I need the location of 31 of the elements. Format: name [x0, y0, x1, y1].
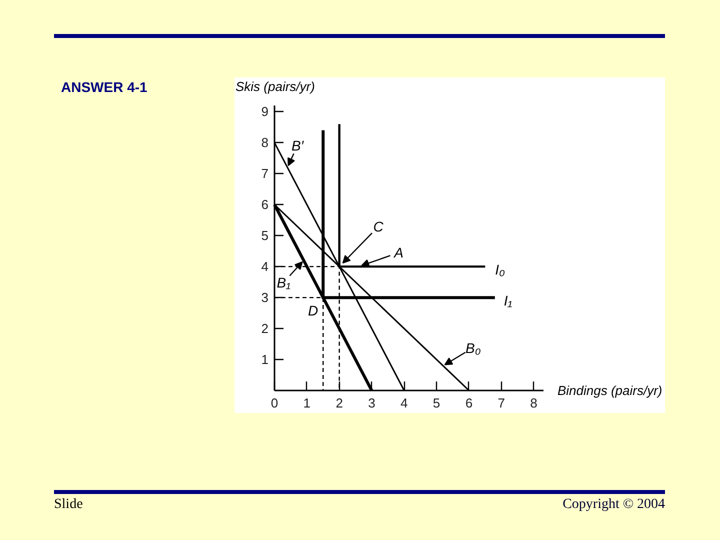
x-axis-title: Bindings (pairs/yr)	[558, 383, 662, 398]
text: Slide	[54, 496, 83, 514]
x-tick-label: 8	[530, 396, 538, 410]
y-tick-label: 4	[261, 259, 269, 274]
text: ANSWER 4-1	[61, 78, 148, 97]
y-tick-label: 8	[261, 135, 269, 150]
x-tick-label: 2	[336, 396, 343, 410]
y-axis-title: Skis (pairs/yr)	[236, 79, 315, 94]
x-tick-label: 5	[432, 396, 440, 410]
y-tick-label: 3	[261, 290, 269, 306]
x-tick-label: 3	[368, 396, 376, 410]
annotation: D	[308, 302, 318, 319]
annotation: C	[373, 218, 384, 235]
legend-label: B₁	[276, 274, 292, 290]
series-label: B′	[291, 137, 305, 154]
y-tick-label: 9	[261, 104, 269, 120]
x-tick-label: 6	[465, 396, 473, 410]
x-tick-label: 0	[270, 396, 278, 410]
text: Copyright © 2004	[562, 496, 665, 514]
y-tick-label: 6	[261, 197, 269, 212]
x-tick-label: 7	[498, 396, 505, 410]
y-tick-label: 2	[261, 321, 269, 336]
x-tick-label: 1	[303, 396, 311, 410]
y-tick-label: 1	[261, 352, 269, 368]
series-label: B₀	[465, 340, 481, 356]
x-tick-label: 4	[400, 396, 408, 410]
y-tick-label: 7	[261, 166, 269, 182]
series-label: I₁	[504, 292, 513, 309]
y-tick-label: 5	[261, 228, 269, 244]
annotation: A	[393, 244, 404, 261]
series-label: I₀	[495, 262, 506, 278]
